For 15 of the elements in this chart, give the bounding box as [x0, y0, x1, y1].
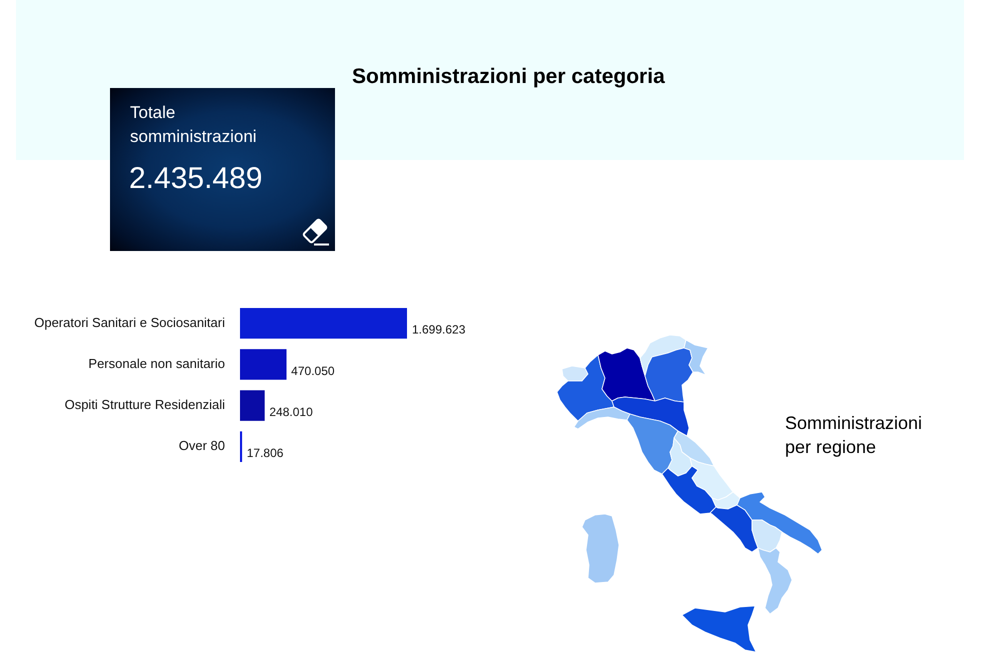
bar: [240, 349, 287, 380]
y-tick-label: Operatori Sanitari e Sociosanitari: [34, 314, 226, 330]
text: 2.435.489: [129, 161, 262, 197]
data-label: 1.699.623: [412, 322, 466, 337]
y-tick-label: Over 80: [178, 438, 225, 454]
y-tick-label: Ospiti Strutture Residenziali: [64, 397, 226, 412]
text: Somministrazioni per categoria: [352, 64, 665, 90]
text: Totale somministrazioni: [130, 102, 258, 148]
data-label: 17.806: [246, 446, 284, 460]
data-label: 248.010: [269, 404, 314, 419]
text: Somministrazioni per regione: [785, 412, 924, 459]
bar: [240, 390, 265, 421]
y-tick-label: Personale non sanitario: [88, 356, 225, 372]
data-label: 470.050: [291, 364, 335, 378]
bar: [240, 308, 407, 339]
